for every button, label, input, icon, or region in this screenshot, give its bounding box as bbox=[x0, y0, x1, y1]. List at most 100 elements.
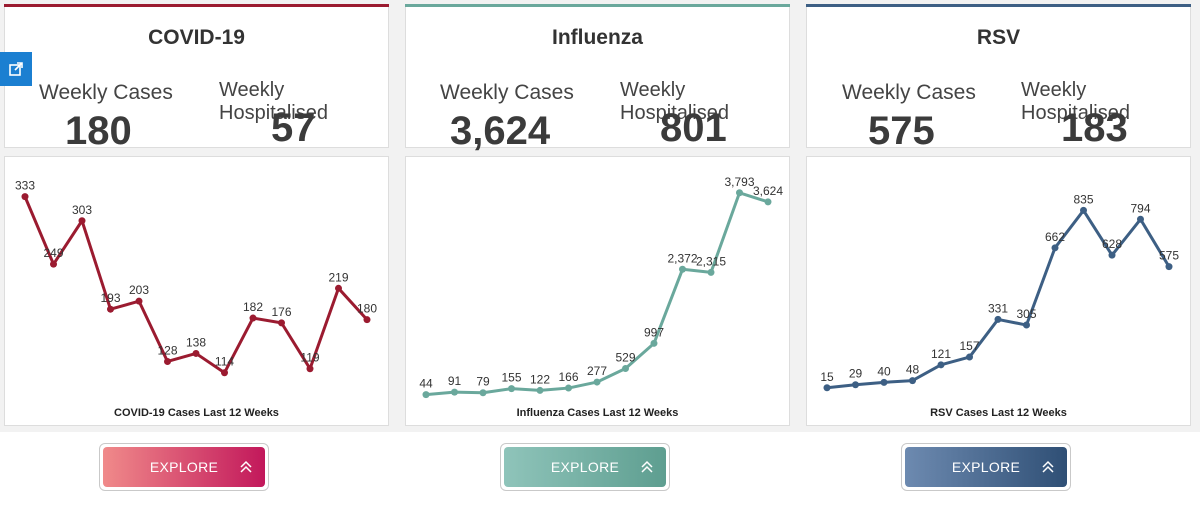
influenza-data-point[interactable] bbox=[650, 339, 658, 347]
covid-data-point[interactable] bbox=[335, 284, 342, 292]
covid-data-label: 219 bbox=[328, 270, 348, 284]
influenza-data-point[interactable] bbox=[679, 265, 686, 273]
rsv-chart-title: RSV Cases Last 12 Weeks bbox=[930, 407, 1067, 419]
covid-weekly-hosp-label: Weekly Hospitalised bbox=[219, 79, 328, 124]
influenza-data-label: 91 bbox=[448, 374, 462, 388]
rsv-data-point[interactable] bbox=[1080, 206, 1087, 214]
rsv-data-point[interactable] bbox=[994, 315, 1002, 323]
rsv-stat-card: RSV Weekly Cases Weekly Hospitalised 575… bbox=[806, 4, 1191, 153]
rsv-data-label: 305 bbox=[1016, 307, 1036, 321]
rsv-data-label: 121 bbox=[931, 347, 951, 361]
influenza-data-label: 44 bbox=[419, 377, 433, 391]
influenza-data-point[interactable] bbox=[622, 365, 629, 373]
rsv-data-point[interactable] bbox=[937, 361, 945, 369]
chevron-up-double-icon bbox=[1042, 460, 1054, 473]
chevron-up-double-icon bbox=[641, 460, 653, 473]
rsv-weekly-hosp-value: 183 bbox=[1061, 106, 1128, 150]
rsv-line-chart: 15 29 40 48 121 157 331 305 662 835 628 794 575 bbox=[820, 192, 1179, 392]
influenza-data-point[interactable] bbox=[536, 386, 544, 394]
influenza-data-point[interactable] bbox=[422, 391, 430, 399]
influenza-data-label: 997 bbox=[644, 325, 664, 339]
influenza-data-label: 2,315 bbox=[696, 254, 726, 268]
rsv-data-point[interactable] bbox=[1108, 251, 1116, 259]
influenza-data-point[interactable] bbox=[508, 385, 515, 393]
covid-data-point[interactable] bbox=[21, 193, 29, 201]
covid-data-point[interactable] bbox=[363, 316, 371, 324]
rsv-data-label: 835 bbox=[1073, 192, 1093, 206]
covid-data-point[interactable] bbox=[135, 297, 143, 305]
covid-data-point[interactable] bbox=[107, 305, 114, 313]
rsv-data-label: 29 bbox=[849, 367, 863, 381]
covid-data-point[interactable] bbox=[192, 349, 200, 357]
covid-data-label: 333 bbox=[15, 179, 35, 193]
rsv-data-point[interactable] bbox=[909, 377, 916, 385]
influenza-data-point[interactable] bbox=[764, 198, 772, 206]
rsv-title: RSV bbox=[976, 26, 1021, 49]
influenza-data-point[interactable] bbox=[593, 378, 601, 386]
covid-data-point[interactable] bbox=[306, 365, 314, 373]
covid-data-label: 203 bbox=[129, 283, 149, 297]
covid-data-point[interactable] bbox=[278, 319, 285, 327]
covid-weekly-cases-label: Weekly Cases bbox=[39, 81, 173, 104]
influenza-data-label: 2,372 bbox=[667, 251, 697, 265]
influenza-data-point[interactable] bbox=[707, 268, 715, 276]
influenza-data-label: 277 bbox=[587, 364, 607, 378]
rsv-data-point[interactable] bbox=[1023, 321, 1030, 329]
covid-data-point[interactable] bbox=[221, 369, 228, 377]
rsv-weekly-cases-value: 575 bbox=[868, 109, 935, 153]
influenza-stat-card: Influenza Weekly Cases Weekly Hospitalis… bbox=[405, 4, 790, 153]
covid-data-point[interactable] bbox=[78, 217, 86, 225]
influenza-explore-frame: EXPLORE bbox=[500, 443, 670, 491]
rsv-data-point[interactable] bbox=[1137, 215, 1144, 223]
covid-data-label: 119 bbox=[300, 351, 319, 365]
rsv-data-point[interactable] bbox=[1165, 263, 1173, 271]
influenza-weekly-hosp-value: 801 bbox=[660, 106, 727, 150]
influenza-data-point[interactable] bbox=[451, 388, 458, 396]
influenza-data-label: 155 bbox=[501, 371, 521, 385]
influenza-accent-bar bbox=[405, 4, 790, 7]
influenza-data-label: 3,793 bbox=[724, 175, 754, 189]
rsv-data-point[interactable] bbox=[1051, 244, 1059, 252]
rsv-data-label: 628 bbox=[1102, 237, 1122, 251]
rsv-data-point[interactable] bbox=[880, 378, 888, 386]
covid-line-chart: 333 249 303 193 203 128 138 114 182 176 119 219 180 bbox=[15, 179, 377, 377]
rsv-data-label: 157 bbox=[959, 339, 979, 353]
influenza-explore-label: EXPLORE bbox=[550, 459, 620, 475]
influenza-data-point[interactable] bbox=[565, 384, 572, 392]
rsv-data-label: 48 bbox=[906, 363, 920, 377]
influenza-explore-button[interactable]: EXPLORE bbox=[504, 447, 666, 487]
covid-chart-card: 333 249 303 193 203 128 138 114 182 176 119 219 180 … bbox=[4, 156, 389, 426]
covid-data-label: 182 bbox=[243, 300, 263, 314]
rsv-accent-bar bbox=[806, 4, 1191, 7]
influenza-data-point[interactable] bbox=[736, 189, 743, 197]
influenza-data-label: 122 bbox=[530, 372, 550, 386]
influenza-data-point[interactable] bbox=[479, 389, 487, 397]
covid-data-label: 180 bbox=[357, 302, 377, 316]
covid-data-point[interactable] bbox=[50, 260, 57, 268]
rsv-data-point[interactable] bbox=[852, 381, 859, 389]
rsv-weekly-hosp-label: Weekly Hospitalised bbox=[1021, 79, 1130, 124]
chevron-up-double-icon bbox=[240, 460, 252, 473]
covid-explore-button[interactable]: EXPLORE bbox=[103, 447, 265, 487]
covid-data-point[interactable] bbox=[164, 357, 171, 365]
rsv-explore-label: EXPLORE bbox=[951, 459, 1021, 475]
covid-chart-title: COVID-19 Cases Last 12 Weeks bbox=[114, 407, 279, 419]
rsv-explore-frame: EXPLORE bbox=[901, 443, 1071, 491]
influenza-weekly-hosp-label: Weekly Hospitalised bbox=[620, 79, 729, 124]
covid-data-label: 128 bbox=[157, 343, 177, 357]
rsv-data-point[interactable] bbox=[966, 353, 973, 361]
share-button[interactable] bbox=[0, 52, 32, 86]
rsv-data-label: 40 bbox=[877, 364, 891, 378]
covid-data-point[interactable] bbox=[249, 314, 257, 322]
rsv-data-point[interactable] bbox=[823, 384, 831, 392]
rsv-explore-button[interactable]: EXPLORE bbox=[905, 447, 1067, 487]
covid-explore-frame: EXPLORE bbox=[99, 443, 269, 491]
influenza-data-label: 166 bbox=[558, 370, 578, 384]
influenza-data-label: 79 bbox=[476, 375, 490, 389]
rsv-data-label: 15 bbox=[820, 370, 834, 384]
covid-data-label: 176 bbox=[271, 305, 291, 319]
rsv-data-label: 662 bbox=[1045, 230, 1065, 244]
rsv-data-label: 575 bbox=[1159, 249, 1179, 263]
influenza-chart-card: 44 91 79 155 122 166 277 529 997 2,372 2,315 3,793 3… bbox=[405, 156, 790, 426]
